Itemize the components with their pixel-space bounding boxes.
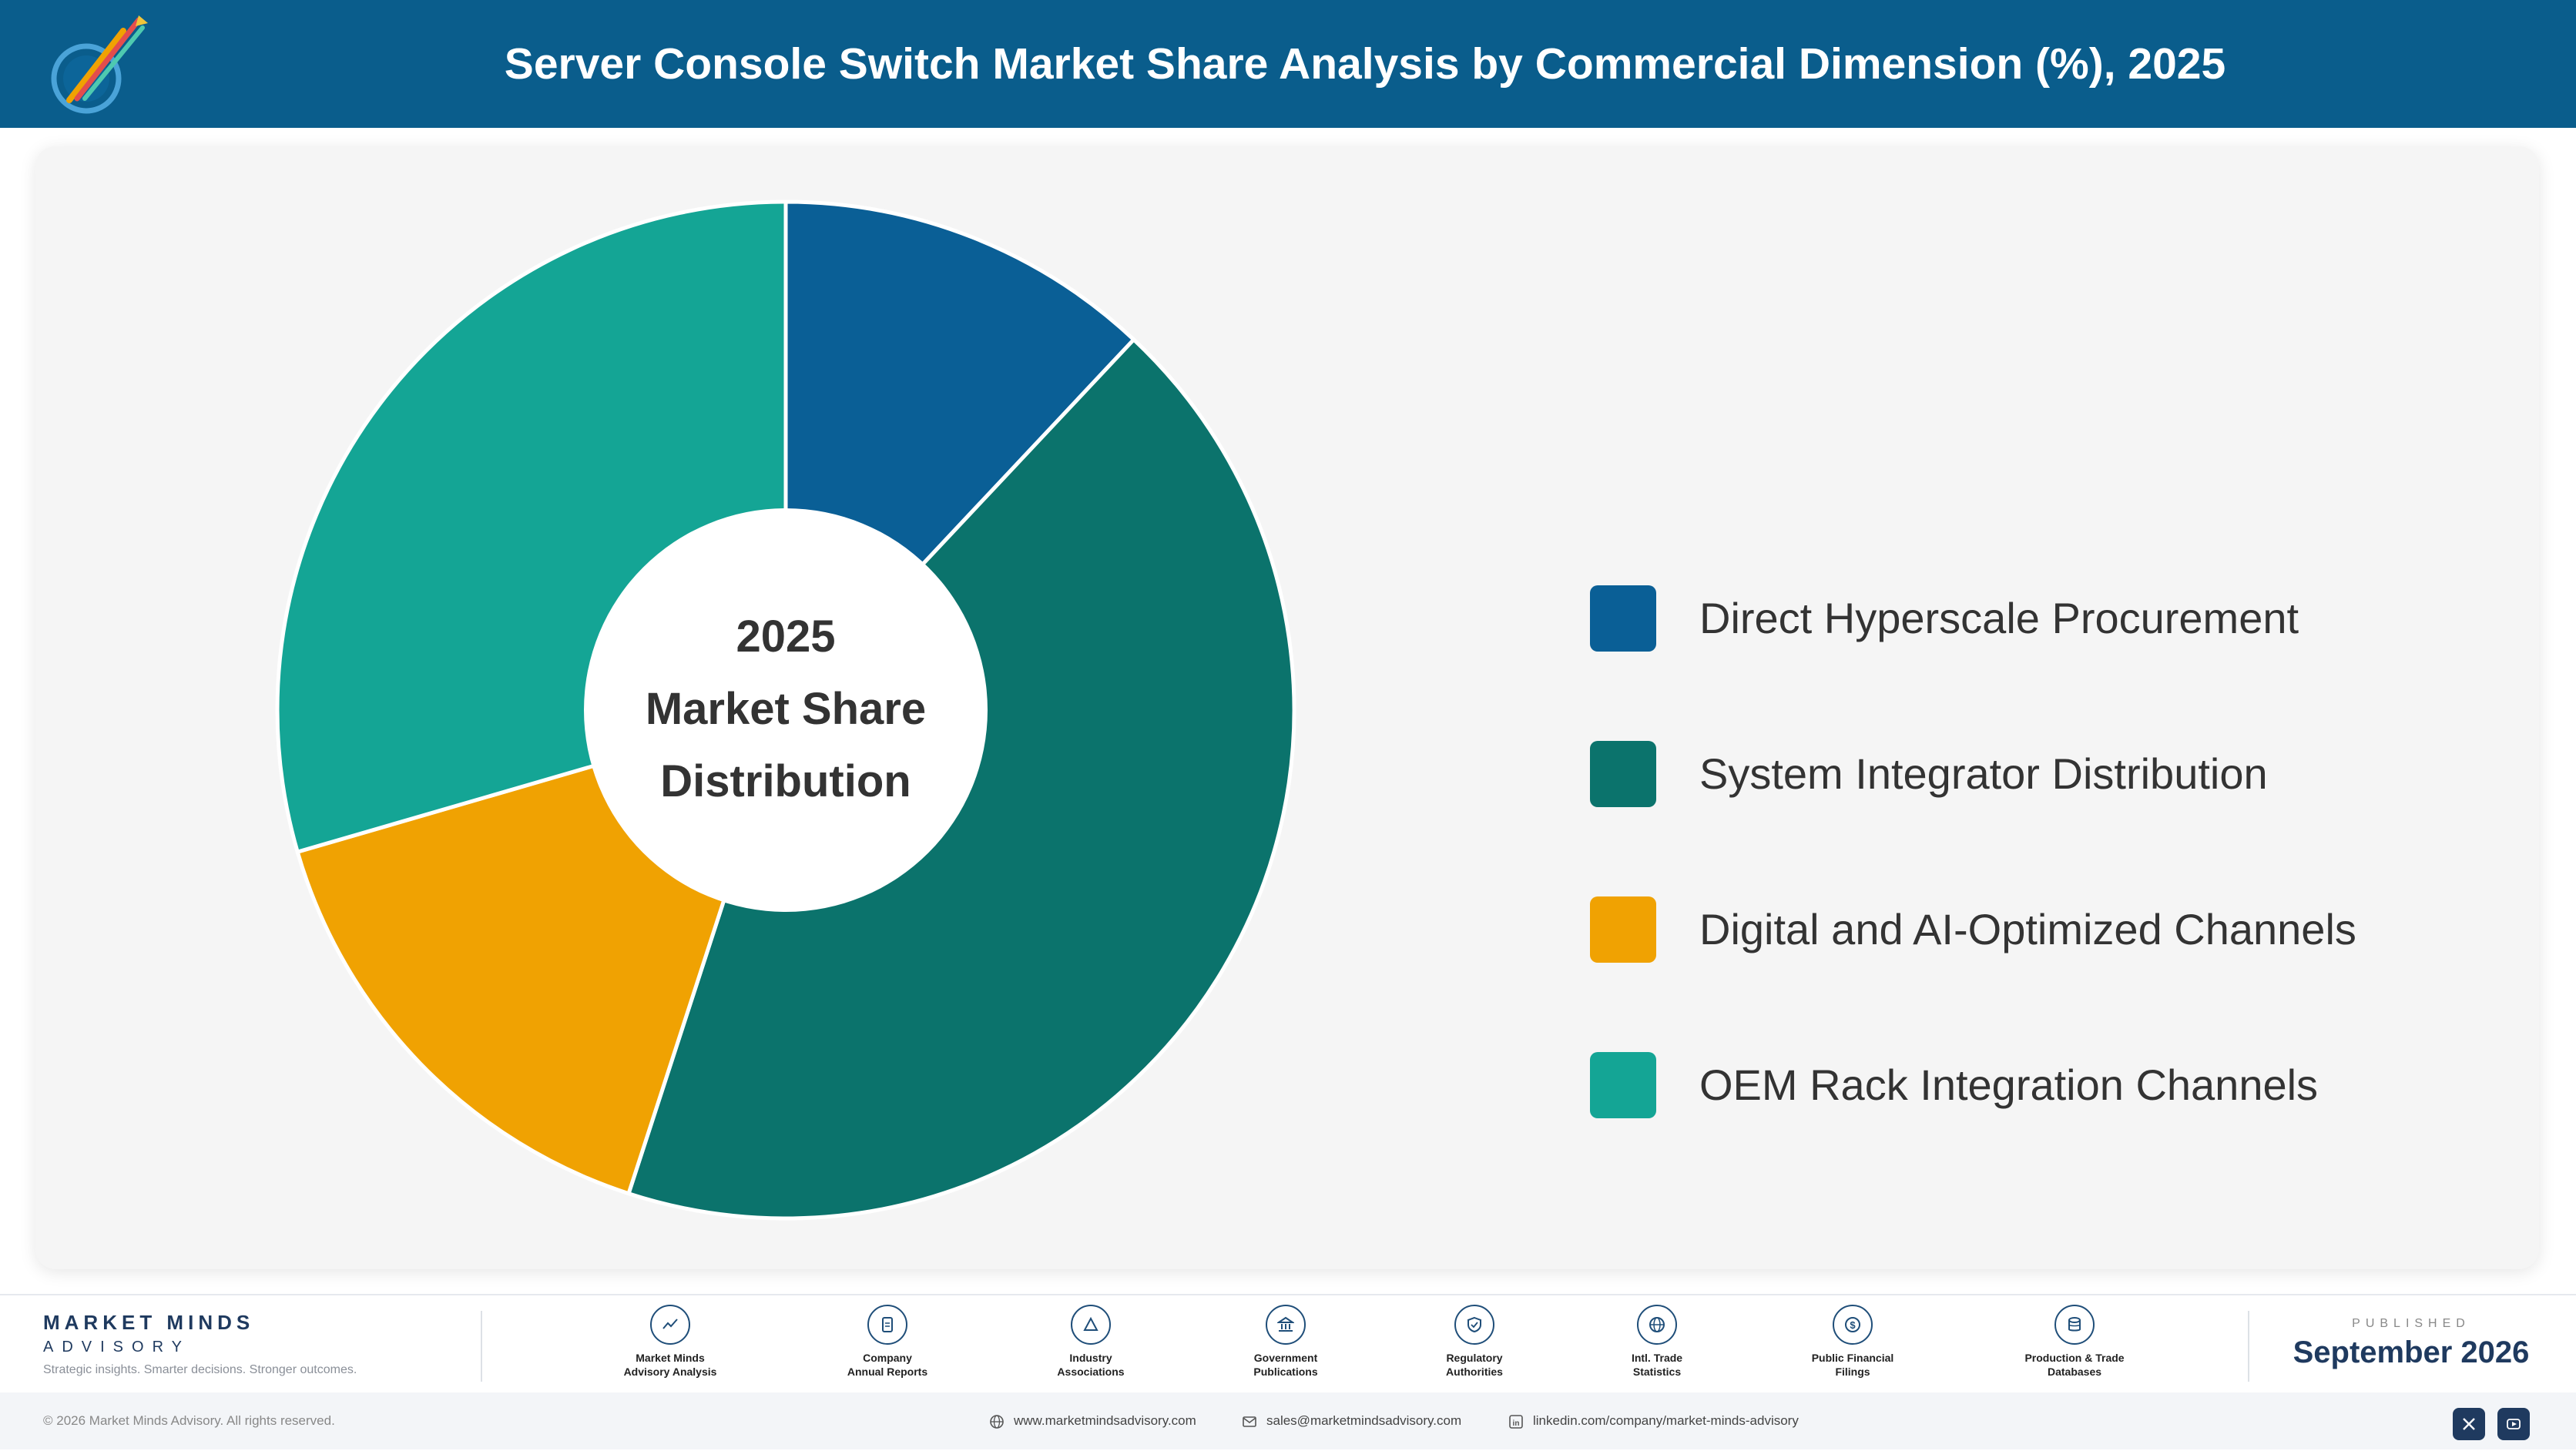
email-link[interactable]: sales@marketmindsadvisory.com bbox=[1242, 1392, 1461, 1449]
chart-line-icon bbox=[650, 1305, 690, 1345]
donut-chart: 2025 Market Share Distribution bbox=[275, 199, 1296, 1221]
legend-label: System Integrator Distribution bbox=[1699, 749, 2268, 798]
source-label: Production & Trade Databases bbox=[2024, 1352, 2125, 1378]
building-icon bbox=[1266, 1305, 1306, 1345]
legend-swatch bbox=[1590, 896, 1656, 963]
source-label: Public Financial Filings bbox=[1811, 1352, 1894, 1378]
center-label-line-2: Market Share bbox=[646, 684, 926, 734]
email-text[interactable]: sales@marketmindsadvisory.com bbox=[1266, 1413, 1462, 1428]
divider bbox=[2248, 1311, 2249, 1382]
source-item: Government Publications bbox=[1213, 1305, 1359, 1379]
source-item: Industry Associations bbox=[1018, 1305, 1164, 1379]
brand-name: MARKET MINDS bbox=[43, 1311, 255, 1334]
website-link[interactable]: www.marketmindsadvisory.com bbox=[989, 1392, 1196, 1449]
center-label-line-1: 2025 bbox=[736, 612, 835, 662]
globe-icon bbox=[990, 1414, 1004, 1429]
brand-logo-icon bbox=[51, 15, 148, 114]
legend-swatch bbox=[1590, 585, 1656, 652]
legend-label: Direct Hyperscale Procurement bbox=[1699, 594, 2299, 642]
source-label: Industry Associations bbox=[1057, 1352, 1125, 1378]
legend-label: OEM Rack Integration Channels bbox=[1699, 1061, 2319, 1109]
legend-label: Digital and AI-Optimized Channels bbox=[1699, 905, 2356, 953]
coin-icon: $ bbox=[1833, 1305, 1873, 1345]
source-item: Production & Trade Databases bbox=[2001, 1305, 2148, 1379]
document-icon bbox=[867, 1305, 907, 1345]
x-logo-icon bbox=[2463, 1418, 2475, 1430]
source-item: Company Annual Reports bbox=[814, 1305, 961, 1379]
linkedin-text[interactable]: linkedin.com/company/market-minds-adviso… bbox=[1533, 1413, 1799, 1428]
source-item: $ Public Financial Filings bbox=[1779, 1305, 1926, 1379]
shield-icon bbox=[1454, 1305, 1494, 1345]
source-label: Regulatory Authorities bbox=[1446, 1352, 1503, 1378]
legend-swatch bbox=[1590, 741, 1656, 807]
bottom-bar: © 2026 Market Minds Advisory. All rights… bbox=[0, 1392, 2576, 1449]
youtube-icon bbox=[2507, 1419, 2521, 1429]
header-bar: Server Console Switch Market Share Analy… bbox=[0, 0, 2576, 128]
x-social-button[interactable] bbox=[2453, 1408, 2485, 1440]
brand-subtitle: ADVISORY bbox=[43, 1339, 190, 1355]
source-label: Market Minds Advisory Analysis bbox=[623, 1352, 717, 1378]
source-item: Intl. Trade Statistics bbox=[1584, 1305, 1730, 1379]
donut-center bbox=[584, 508, 988, 912]
page-title: Server Console Switch Market Share Analy… bbox=[504, 39, 2226, 89]
source-label: Intl. Trade Statistics bbox=[1631, 1352, 1683, 1378]
network-icon bbox=[1071, 1305, 1111, 1345]
source-item: Market Minds Advisory Analysis bbox=[597, 1305, 743, 1379]
brand-tagline: Strategic insights. Smarter decisions. S… bbox=[43, 1363, 357, 1376]
svg-text:$: $ bbox=[1850, 1319, 1856, 1331]
source-item: Regulatory Authorities bbox=[1401, 1305, 1548, 1379]
published-label: PUBLISHED bbox=[2352, 1317, 2470, 1330]
linkedin-link[interactable]: in linkedin.com/company/market-minds-advi… bbox=[1508, 1392, 1799, 1449]
source-label: Company Annual Reports bbox=[847, 1352, 928, 1378]
mail-icon bbox=[1243, 1416, 1256, 1427]
linkedin-icon: in bbox=[1509, 1414, 1523, 1429]
youtube-social-button[interactable] bbox=[2497, 1408, 2530, 1440]
globe-icon bbox=[1637, 1305, 1677, 1345]
website-text[interactable]: www.marketmindsadvisory.com bbox=[1014, 1413, 1196, 1428]
chart-card: 2025 Market Share Distribution Direct Hype… bbox=[35, 146, 2539, 1269]
source-label: Government Publications bbox=[1253, 1352, 1318, 1378]
published-date: September 2026 bbox=[2293, 1335, 2530, 1369]
divider bbox=[481, 1311, 482, 1382]
svg-text:in: in bbox=[1513, 1419, 1520, 1428]
legend-swatch bbox=[1590, 1052, 1656, 1118]
copyright-text: © 2026 Market Minds Advisory. All rights… bbox=[43, 1413, 335, 1428]
center-label-line-3: Distribution bbox=[660, 756, 911, 806]
database-icon bbox=[2054, 1305, 2095, 1345]
